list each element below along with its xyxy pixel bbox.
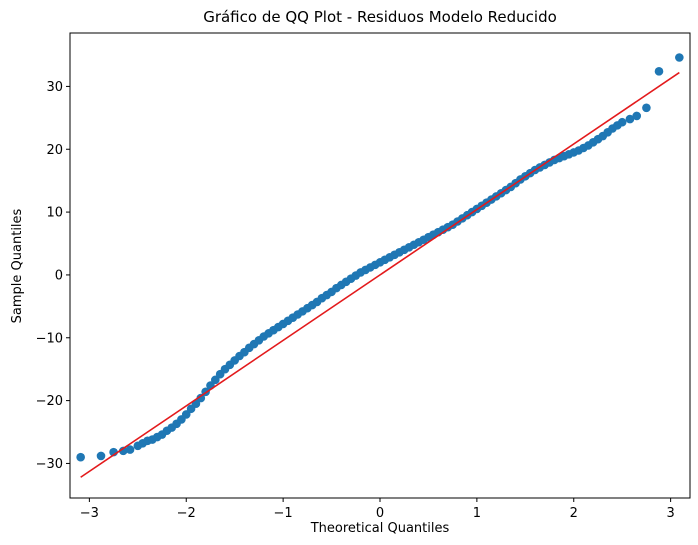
y-tick-label: −20: [36, 394, 63, 409]
data-point: [654, 67, 664, 76]
x-tick-label: 3: [666, 506, 674, 521]
x-tick-label: 0: [376, 506, 384, 521]
y-tick-label: 30: [46, 80, 63, 95]
x-tick-label: −1: [274, 506, 293, 521]
x-axis-label: Theoretical Quantiles: [310, 521, 450, 536]
data-point: [181, 410, 191, 419]
data-point: [196, 393, 206, 403]
x-tick-label: −3: [80, 506, 99, 521]
chart-title: Gráfico de QQ Plot - Residuos Modelo Red…: [203, 8, 557, 26]
data-point: [96, 451, 106, 461]
y-axis-label: Sample Quantiles: [10, 208, 25, 323]
y-tick-label: 10: [46, 206, 63, 221]
data-point: [617, 117, 627, 127]
plot-area: [69, 32, 691, 499]
data-point: [118, 446, 128, 456]
data-point: [211, 375, 220, 385]
x-axis-ticks: −3 −2 −1 0 1 2 3: [80, 498, 675, 521]
data-point: [642, 103, 651, 113]
reference-line: [80, 71, 680, 478]
y-axis-ticks: −30 −20 −10 0 10 20 30: [36, 80, 70, 472]
y-tick-label: 20: [46, 143, 63, 158]
y-tick-label: −10: [36, 331, 63, 346]
data-point: [675, 53, 684, 62]
data-point: [632, 111, 642, 121]
x-tick-label: 2: [570, 506, 578, 521]
y-tick-label: −30: [36, 457, 63, 472]
data-point: [125, 445, 135, 454]
data-point: [625, 114, 635, 124]
points-layer: [76, 53, 684, 462]
x-tick-label: −2: [177, 506, 196, 521]
x-tick-label: 1: [473, 506, 481, 521]
y-tick-label: 0: [55, 268, 63, 283]
data-point: [76, 452, 85, 462]
reference-line-layer: [80, 71, 680, 478]
